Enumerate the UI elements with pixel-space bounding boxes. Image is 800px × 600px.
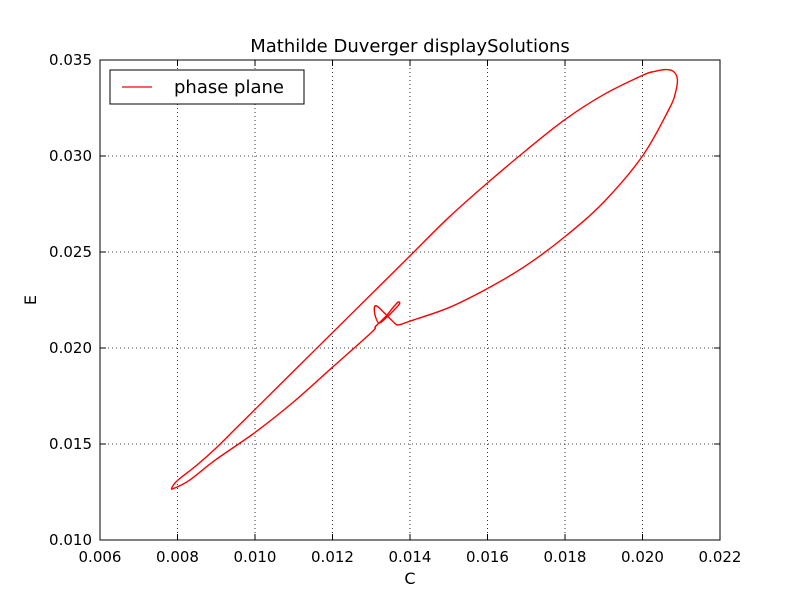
legend-label-phase-plane: phase plane <box>174 77 284 98</box>
x-tick-label: 0.006 <box>79 548 122 566</box>
x-tick-label: 0.014 <box>389 548 432 566</box>
x-tick-label: 0.020 <box>621 548 664 566</box>
x-tick-label: 0.008 <box>156 548 199 566</box>
x-tick-label: 0.010 <box>234 548 277 566</box>
x-tick-label: 0.018 <box>544 548 587 566</box>
y-axis-label: E <box>21 295 40 305</box>
chart-title: Mathilde Duverger displaySolutions <box>250 36 570 57</box>
tick-layer: 0.006 0.008 0.010 0.012 0.014 0.016 0.018 0.020… <box>49 51 741 566</box>
grid-layer <box>100 60 720 540</box>
y-tick-label: 0.030 <box>49 147 92 165</box>
x-tick-label: 0.016 <box>466 548 509 566</box>
series-line-phase-plane <box>170 68 679 490</box>
x-tick-label: 0.012 <box>311 548 354 566</box>
series-layer <box>170 68 679 490</box>
y-tick-label: 0.010 <box>49 531 92 549</box>
y-tick-label: 0.015 <box>49 435 92 453</box>
y-tick-label: 0.020 <box>49 339 92 357</box>
y-tick-label: 0.035 <box>49 51 92 69</box>
x-tick-label: 0.022 <box>699 548 742 566</box>
y-tick-label: 0.025 <box>49 243 92 261</box>
x-axis-label: C <box>404 569 415 588</box>
legend: phase plane <box>109 69 305 105</box>
